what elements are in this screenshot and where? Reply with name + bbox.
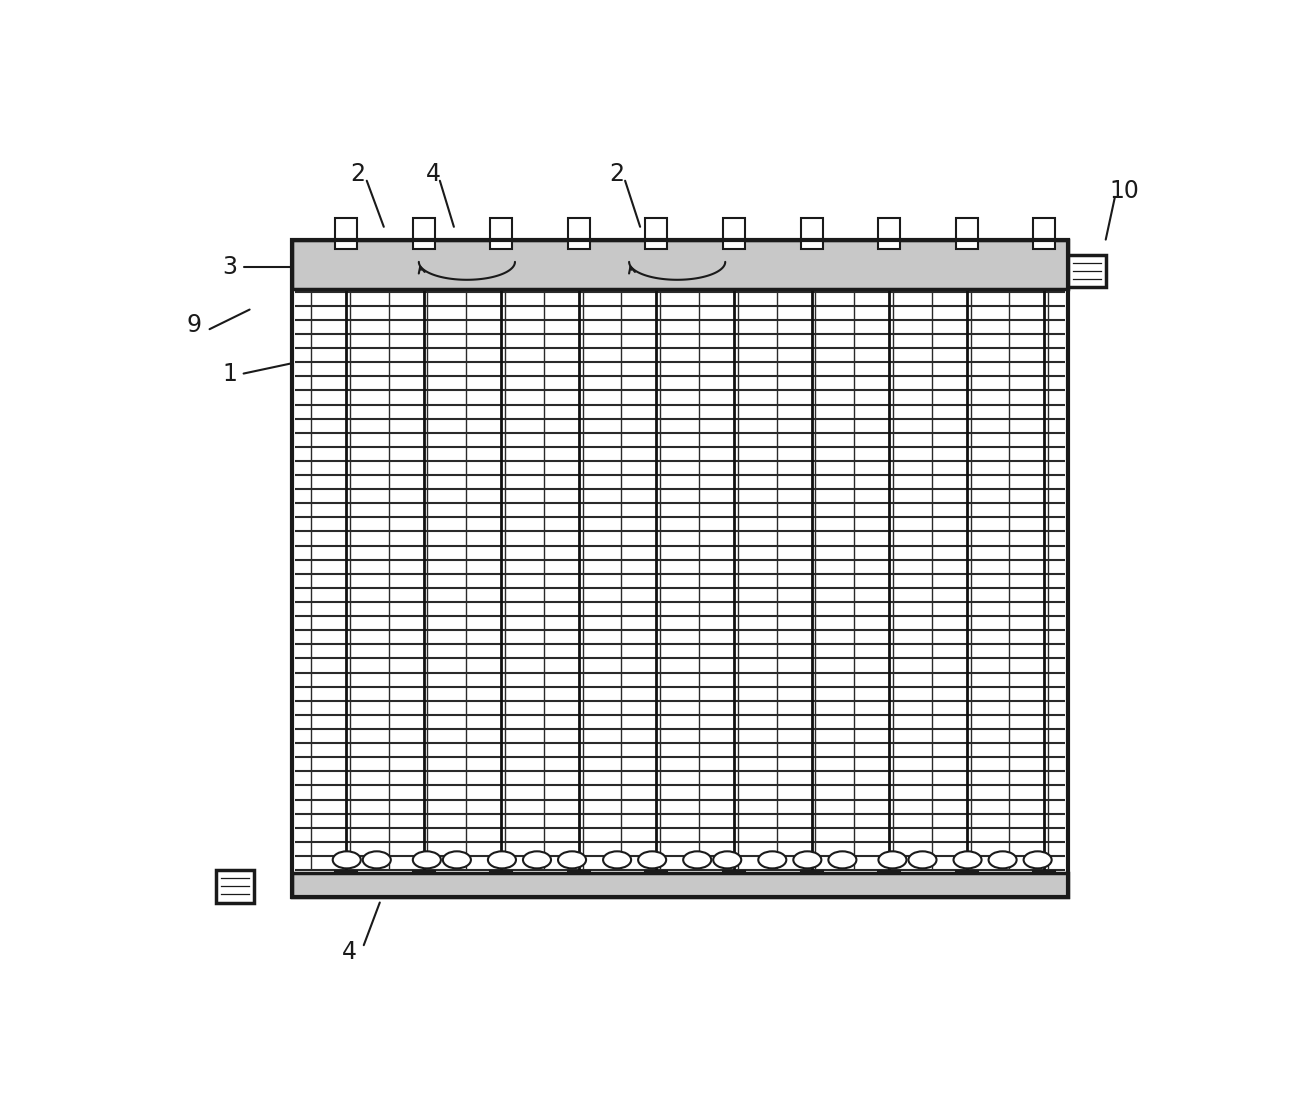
Bar [879,871,901,881]
Bar [801,871,823,881]
Bar [567,218,590,249]
Ellipse shape [488,851,516,869]
Ellipse shape [793,851,822,869]
Bar [956,218,978,249]
Text: 3: 3 [222,255,238,279]
Bar [801,218,823,249]
Bar [335,218,357,249]
Bar [1034,218,1056,249]
Bar [292,239,1067,896]
Ellipse shape [828,851,857,869]
Ellipse shape [638,851,667,869]
Ellipse shape [988,851,1017,869]
Bar [646,218,668,249]
Ellipse shape [603,851,630,869]
Bar [412,218,434,249]
Ellipse shape [683,851,711,869]
Text: 2: 2 [350,162,366,186]
Bar [490,218,512,249]
Ellipse shape [1023,851,1052,869]
Bar [879,218,901,249]
Text: 1: 1 [222,361,236,386]
Bar [1034,871,1056,881]
Bar [1067,255,1106,287]
Bar [335,871,357,881]
Bar [724,871,745,881]
Bar [490,871,512,881]
Ellipse shape [879,851,907,869]
Text: 4: 4 [426,162,442,186]
Ellipse shape [908,851,937,869]
Ellipse shape [333,851,360,869]
Bar [292,873,1067,896]
Ellipse shape [558,851,587,869]
Text: 10: 10 [1110,179,1140,203]
Ellipse shape [953,851,982,869]
Ellipse shape [713,851,742,869]
Text: 4: 4 [342,940,358,964]
Text: 2: 2 [610,162,624,186]
Bar [956,871,978,881]
Bar [216,870,253,903]
Text: 9: 9 [186,312,202,337]
Ellipse shape [363,851,390,869]
Ellipse shape [413,851,441,869]
Bar [292,239,1067,896]
Ellipse shape [758,851,787,869]
Bar [646,871,668,881]
Ellipse shape [523,851,550,869]
Bar [292,239,1067,289]
Bar [412,871,434,881]
Bar [724,218,745,249]
Ellipse shape [443,851,470,869]
Bar [567,871,590,881]
